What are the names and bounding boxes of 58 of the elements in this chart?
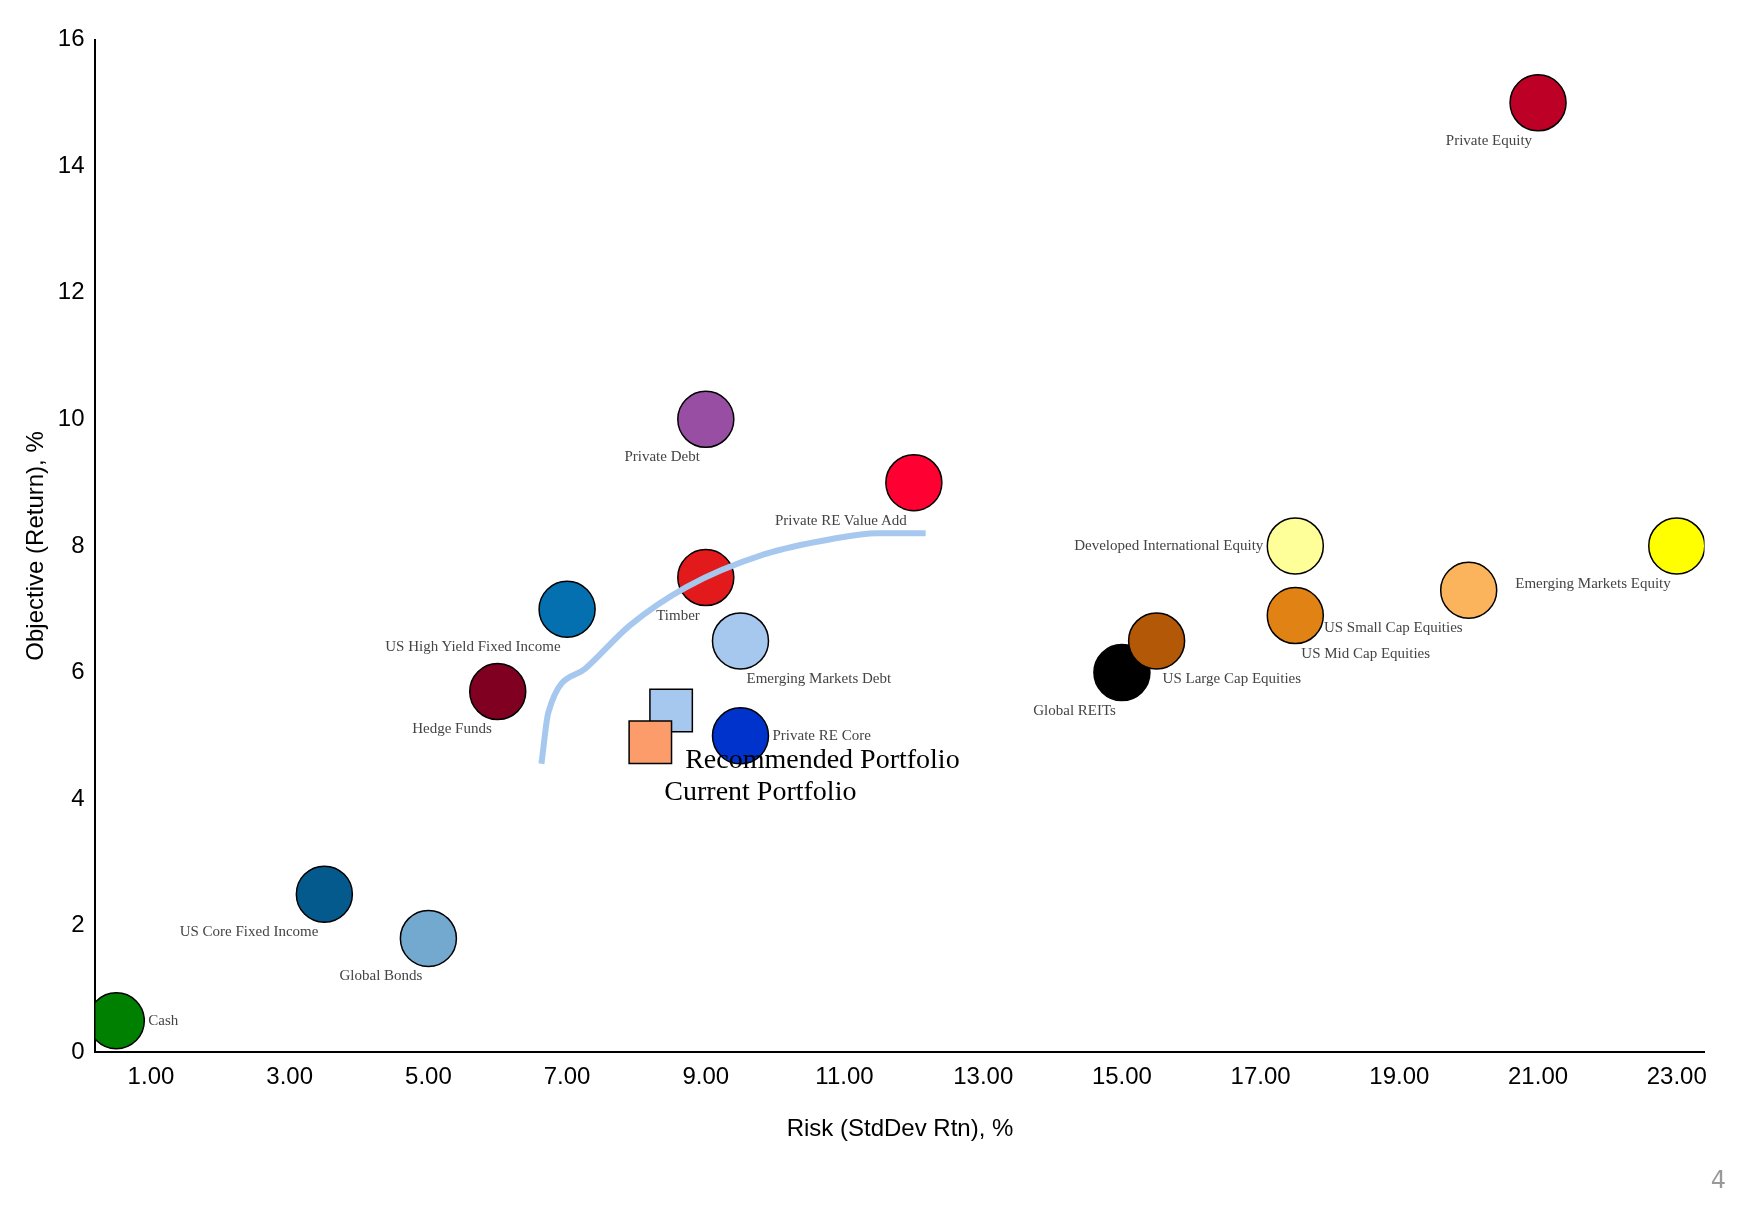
point (295, 865, 354, 923)
point (1266, 517, 1325, 575)
y-tick-label: 8 (71, 530, 85, 558)
point (885, 453, 943, 512)
x-tick-label: 17.00 (1230, 1062, 1291, 1090)
series-label: Hedge Funds (412, 720, 492, 737)
series-label: Developed International Equity (1074, 536, 1264, 553)
series-label: US Core Fixed Income (179, 923, 319, 940)
series-label: Private RE Value Add (774, 511, 908, 528)
x-tick-label: 13.00 (953, 1062, 1014, 1090)
x-tick-label: 23.00 (1646, 1062, 1707, 1090)
y-tick-label: 2 (71, 910, 85, 938)
series-label: Timber (656, 606, 700, 623)
x-tick-label: 11.00 (815, 1062, 874, 1090)
point (677, 390, 735, 449)
x-axis-title: Risk (StdDev Rtn), % (786, 1114, 1014, 1142)
y-tick-label: 0 (71, 1037, 85, 1065)
x-tick-label: 9.00 (682, 1062, 730, 1090)
series-label: US Small Cap Equities (1323, 619, 1463, 636)
y-tick-label: 4 (71, 783, 85, 811)
x-tick-label: 5.00 (405, 1062, 452, 1090)
series-label: US High Yield Fixed Income (385, 638, 561, 655)
point (1093, 643, 1151, 702)
series-label: Emerging Markets Debt (746, 669, 893, 686)
series-label: Private RE Core (772, 726, 872, 743)
point (1439, 561, 1498, 620)
series-label: Global REITs (1033, 701, 1117, 718)
point (1509, 74, 1567, 132)
point (1266, 586, 1325, 645)
x-tick-label: 1.00 (127, 1062, 175, 1090)
point (469, 662, 527, 721)
x-tick-label: 3.00 (266, 1062, 314, 1090)
text: 4 (1710, 1166, 1726, 1195)
y-tick-label: 12 (57, 277, 85, 305)
series-label: Global Bonds (339, 967, 423, 984)
point (1127, 612, 1186, 670)
point (1648, 517, 1705, 575)
x-tick-label: 21.00 (1508, 1062, 1569, 1090)
x-tick-label: 7.00 (543, 1062, 591, 1090)
x-tick-label: 15.00 (1091, 1062, 1152, 1090)
y-tick-label: 16 (57, 24, 85, 52)
series-label: Recommended Portfolio (685, 742, 960, 774)
point (628, 720, 673, 765)
y-tick-label: 14 (57, 150, 85, 178)
series-label: Private Equity (1445, 131, 1533, 148)
series-label: Emerging Markets Equity (1515, 574, 1672, 591)
x-tick-label: 19.00 (1369, 1062, 1430, 1090)
series-label: Private Debt (624, 448, 701, 465)
y-tick-label: 10 (57, 403, 85, 431)
series-label: US Large Cap Equities (1162, 669, 1302, 686)
series-label: US Mid Cap Equities (1301, 644, 1431, 661)
series-label: Current Portfolio (664, 774, 857, 806)
y-tick-label: 6 (71, 657, 85, 685)
point (538, 580, 596, 639)
point (711, 612, 770, 670)
series-label: Cash (148, 1011, 179, 1028)
point (399, 909, 458, 968)
y-axis-title: Objective (Return), % (21, 431, 49, 661)
